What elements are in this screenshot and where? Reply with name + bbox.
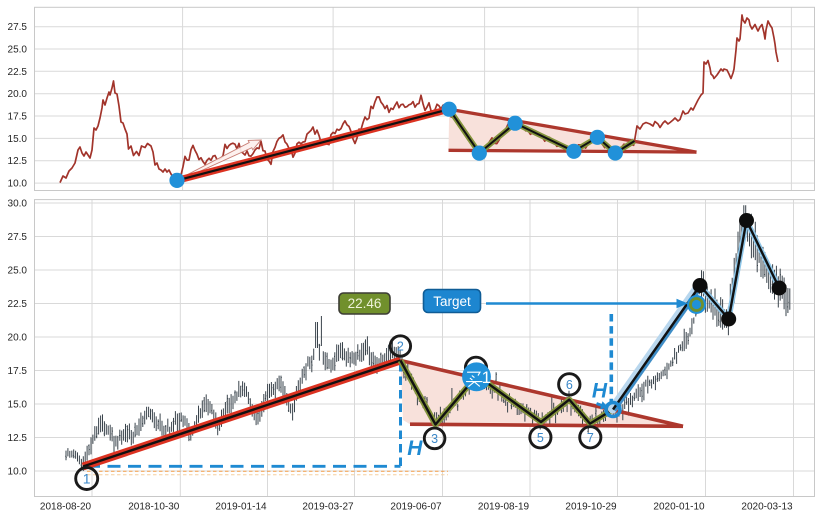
svg-text:17.5: 17.5 [8, 112, 28, 123]
svg-text:2019-01-14: 2019-01-14 [215, 502, 267, 513]
svg-text:1: 1 [83, 471, 91, 487]
svg-text:5: 5 [537, 431, 544, 445]
svg-text:25.0: 25.0 [8, 266, 28, 277]
svg-text:2019-06-07: 2019-06-07 [390, 502, 442, 513]
svg-text:17.5: 17.5 [8, 366, 28, 377]
svg-text:H: H [592, 380, 608, 403]
svg-text:2020-01-10: 2020-01-10 [653, 502, 705, 513]
svg-text:2018-10-30: 2018-10-30 [128, 502, 180, 513]
svg-text:12.5: 12.5 [8, 433, 28, 444]
svg-text:27.5: 27.5 [8, 232, 28, 243]
svg-text:2019-03-27: 2019-03-27 [302, 502, 354, 513]
svg-text:22.5: 22.5 [8, 67, 28, 78]
svg-text:15.0: 15.0 [8, 400, 28, 411]
svg-text:22.46: 22.46 [348, 296, 382, 311]
svg-text:30.0: 30.0 [8, 199, 28, 210]
svg-text:6: 6 [566, 378, 573, 392]
svg-text:15.0: 15.0 [8, 134, 28, 145]
svg-text:Target: Target [433, 294, 471, 309]
svg-text:2: 2 [397, 340, 404, 354]
svg-text:10.0: 10.0 [8, 179, 28, 190]
svg-text:1: 1 [482, 368, 491, 387]
svg-text:22.5: 22.5 [8, 299, 28, 310]
svg-text:H: H [407, 437, 423, 460]
svg-text:27.5: 27.5 [8, 22, 28, 33]
svg-text:3: 3 [431, 432, 438, 446]
svg-text:10.0: 10.0 [8, 467, 28, 478]
svg-text:2018-08-20: 2018-08-20 [40, 502, 92, 513]
svg-text:7: 7 [587, 431, 594, 445]
svg-text:12.5: 12.5 [8, 156, 28, 167]
svg-text:20.0: 20.0 [8, 89, 28, 100]
svg-text:20.0: 20.0 [8, 333, 28, 344]
svg-text:25.0: 25.0 [8, 45, 28, 56]
svg-text:2019-08-19: 2019-08-19 [478, 502, 530, 513]
svg-text:2019-10-29: 2019-10-29 [565, 502, 617, 513]
svg-text:2020-03-13: 2020-03-13 [741, 502, 793, 513]
